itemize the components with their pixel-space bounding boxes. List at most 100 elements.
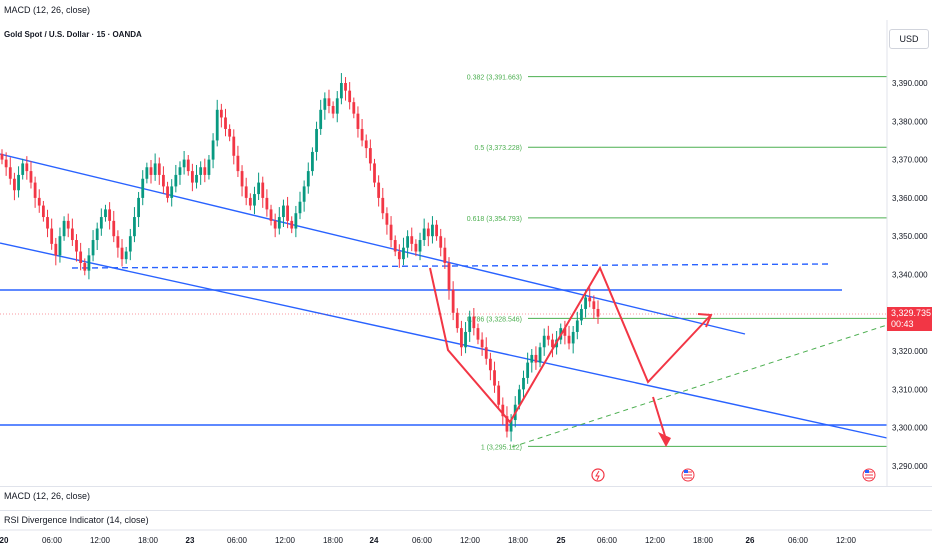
- candle-body: [265, 197, 269, 210]
- candle-body: [501, 404, 505, 417]
- candle-body: [195, 174, 198, 183]
- price-tick-label: 3,360.000: [892, 194, 928, 203]
- chart-overlay: [429, 265, 876, 482]
- price-tick-label: 3,390.000: [892, 79, 928, 88]
- candle-body: [257, 182, 261, 195]
- price-tick-label: 3,290.000: [892, 462, 928, 471]
- candle-body: [476, 328, 480, 340]
- candle-body: [538, 347, 542, 363]
- flash-icon-glyph: [595, 470, 600, 481]
- candle-body: [240, 171, 244, 187]
- macd-pane-divider: [0, 486, 932, 487]
- candle-body: [534, 354, 538, 363]
- candle-body: [563, 328, 567, 336]
- time-tick-label: 12:00: [836, 536, 857, 545]
- candle-body: [232, 136, 236, 156]
- candle-body: [596, 308, 600, 317]
- candle-body: [215, 109, 219, 141]
- candle-body: [166, 186, 169, 198]
- candle-body: [414, 243, 418, 252]
- candle-body: [248, 197, 252, 206]
- rsi-pane-divider: [0, 510, 932, 511]
- rsi-pane-label[interactable]: RSI Divergence Indicator (14, close): [4, 515, 149, 525]
- candle-body: [435, 224, 438, 237]
- candle-body: [460, 328, 463, 348]
- time-tick-label: 26: [746, 536, 755, 545]
- candle-body: [4, 159, 8, 168]
- candle-body: [464, 331, 467, 348]
- candle-body: [327, 98, 331, 106]
- candle-body: [145, 167, 149, 179]
- candle-body: [302, 186, 306, 202]
- time-tick-label: 18:00: [693, 536, 714, 545]
- candle-body: [282, 205, 285, 218]
- candle-body: [319, 109, 323, 129]
- candle-body: [29, 171, 33, 183]
- dashed-projection-line: [511, 324, 888, 448]
- candle-body: [186, 159, 190, 172]
- candle-body: [377, 182, 381, 198]
- candle-body: [0, 153, 4, 160]
- candle-body: [99, 217, 103, 229]
- chart-drawings: 0.382 (3,391.663) 0.5 (3,373.228) 0.618 (3…: [0, 75, 888, 451]
- candle-body: [124, 251, 128, 260]
- candle-body: [356, 113, 360, 129]
- candle-body: [286, 205, 289, 221]
- candle-body: [75, 240, 78, 252]
- candle-body: [290, 220, 294, 229]
- time-tick-label: 06:00: [42, 536, 63, 545]
- price-tick-label: 3,300.000: [892, 424, 928, 433]
- candle-body: [311, 151, 314, 172]
- fib-level-label: 0.786 (3,328.546): [467, 316, 522, 323]
- fib-level-label: 0.618 (3,354.793): [467, 216, 522, 223]
- candle-body: [50, 228, 54, 244]
- macd-top-label: MACD (12, 26, close): [4, 5, 91, 15]
- candle-body: [244, 186, 248, 198]
- candle-body: [393, 240, 397, 252]
- candle-body: [368, 148, 372, 164]
- candle-body: [480, 339, 484, 348]
- candle-body: [294, 213, 298, 229]
- dashed-level-line: [71, 263, 831, 269]
- currency-selector[interactable]: USD: [889, 29, 929, 49]
- symbol-title[interactable]: Gold Spot / U.S. Dollar · 15 · OANDA: [4, 30, 142, 39]
- candle-body: [174, 174, 178, 187]
- candle-body: [584, 297, 587, 309]
- candle-body: [54, 243, 58, 256]
- macd-pane-label[interactable]: MACD (12, 26, close): [4, 491, 91, 501]
- scenario-arrow-up: [697, 313, 713, 328]
- candle-body: [128, 236, 132, 252]
- candle-body: [203, 167, 207, 175]
- price-tick-label: 3,380.000: [892, 117, 928, 126]
- time-tick-label: 24: [370, 536, 379, 545]
- candle-body: [46, 217, 49, 229]
- candle-body: [277, 217, 281, 229]
- candle-body: [83, 263, 87, 271]
- candle-body: [95, 228, 99, 241]
- candle-body: [224, 117, 227, 129]
- candle-body: [219, 109, 223, 118]
- candle-body: [70, 228, 74, 241]
- candle-body: [108, 209, 112, 221]
- candle-body: [439, 236, 443, 248]
- candle-body: [236, 155, 240, 172]
- candle-body: [542, 335, 546, 348]
- candle-body: [306, 171, 310, 187]
- candle-body: [211, 140, 215, 160]
- lower-trendline: [0, 242, 888, 439]
- time-tick-label: 12:00: [90, 536, 111, 545]
- candle-body: [37, 197, 41, 206]
- candle-body: [484, 347, 488, 359]
- candle-body: [373, 163, 376, 183]
- scenario-arrow-down-shaft: [652, 396, 666, 437]
- candle-body: [62, 220, 66, 237]
- candle-body: [551, 339, 554, 348]
- candle-body: [331, 105, 335, 114]
- candle-body: [253, 194, 256, 206]
- candle-body: [505, 416, 509, 432]
- price-tick-label: 3,310.000: [892, 385, 928, 394]
- time-tick-label: 18:00: [138, 536, 159, 545]
- scenario-arrow-down-head: [658, 432, 671, 447]
- candle-body: [344, 83, 347, 91]
